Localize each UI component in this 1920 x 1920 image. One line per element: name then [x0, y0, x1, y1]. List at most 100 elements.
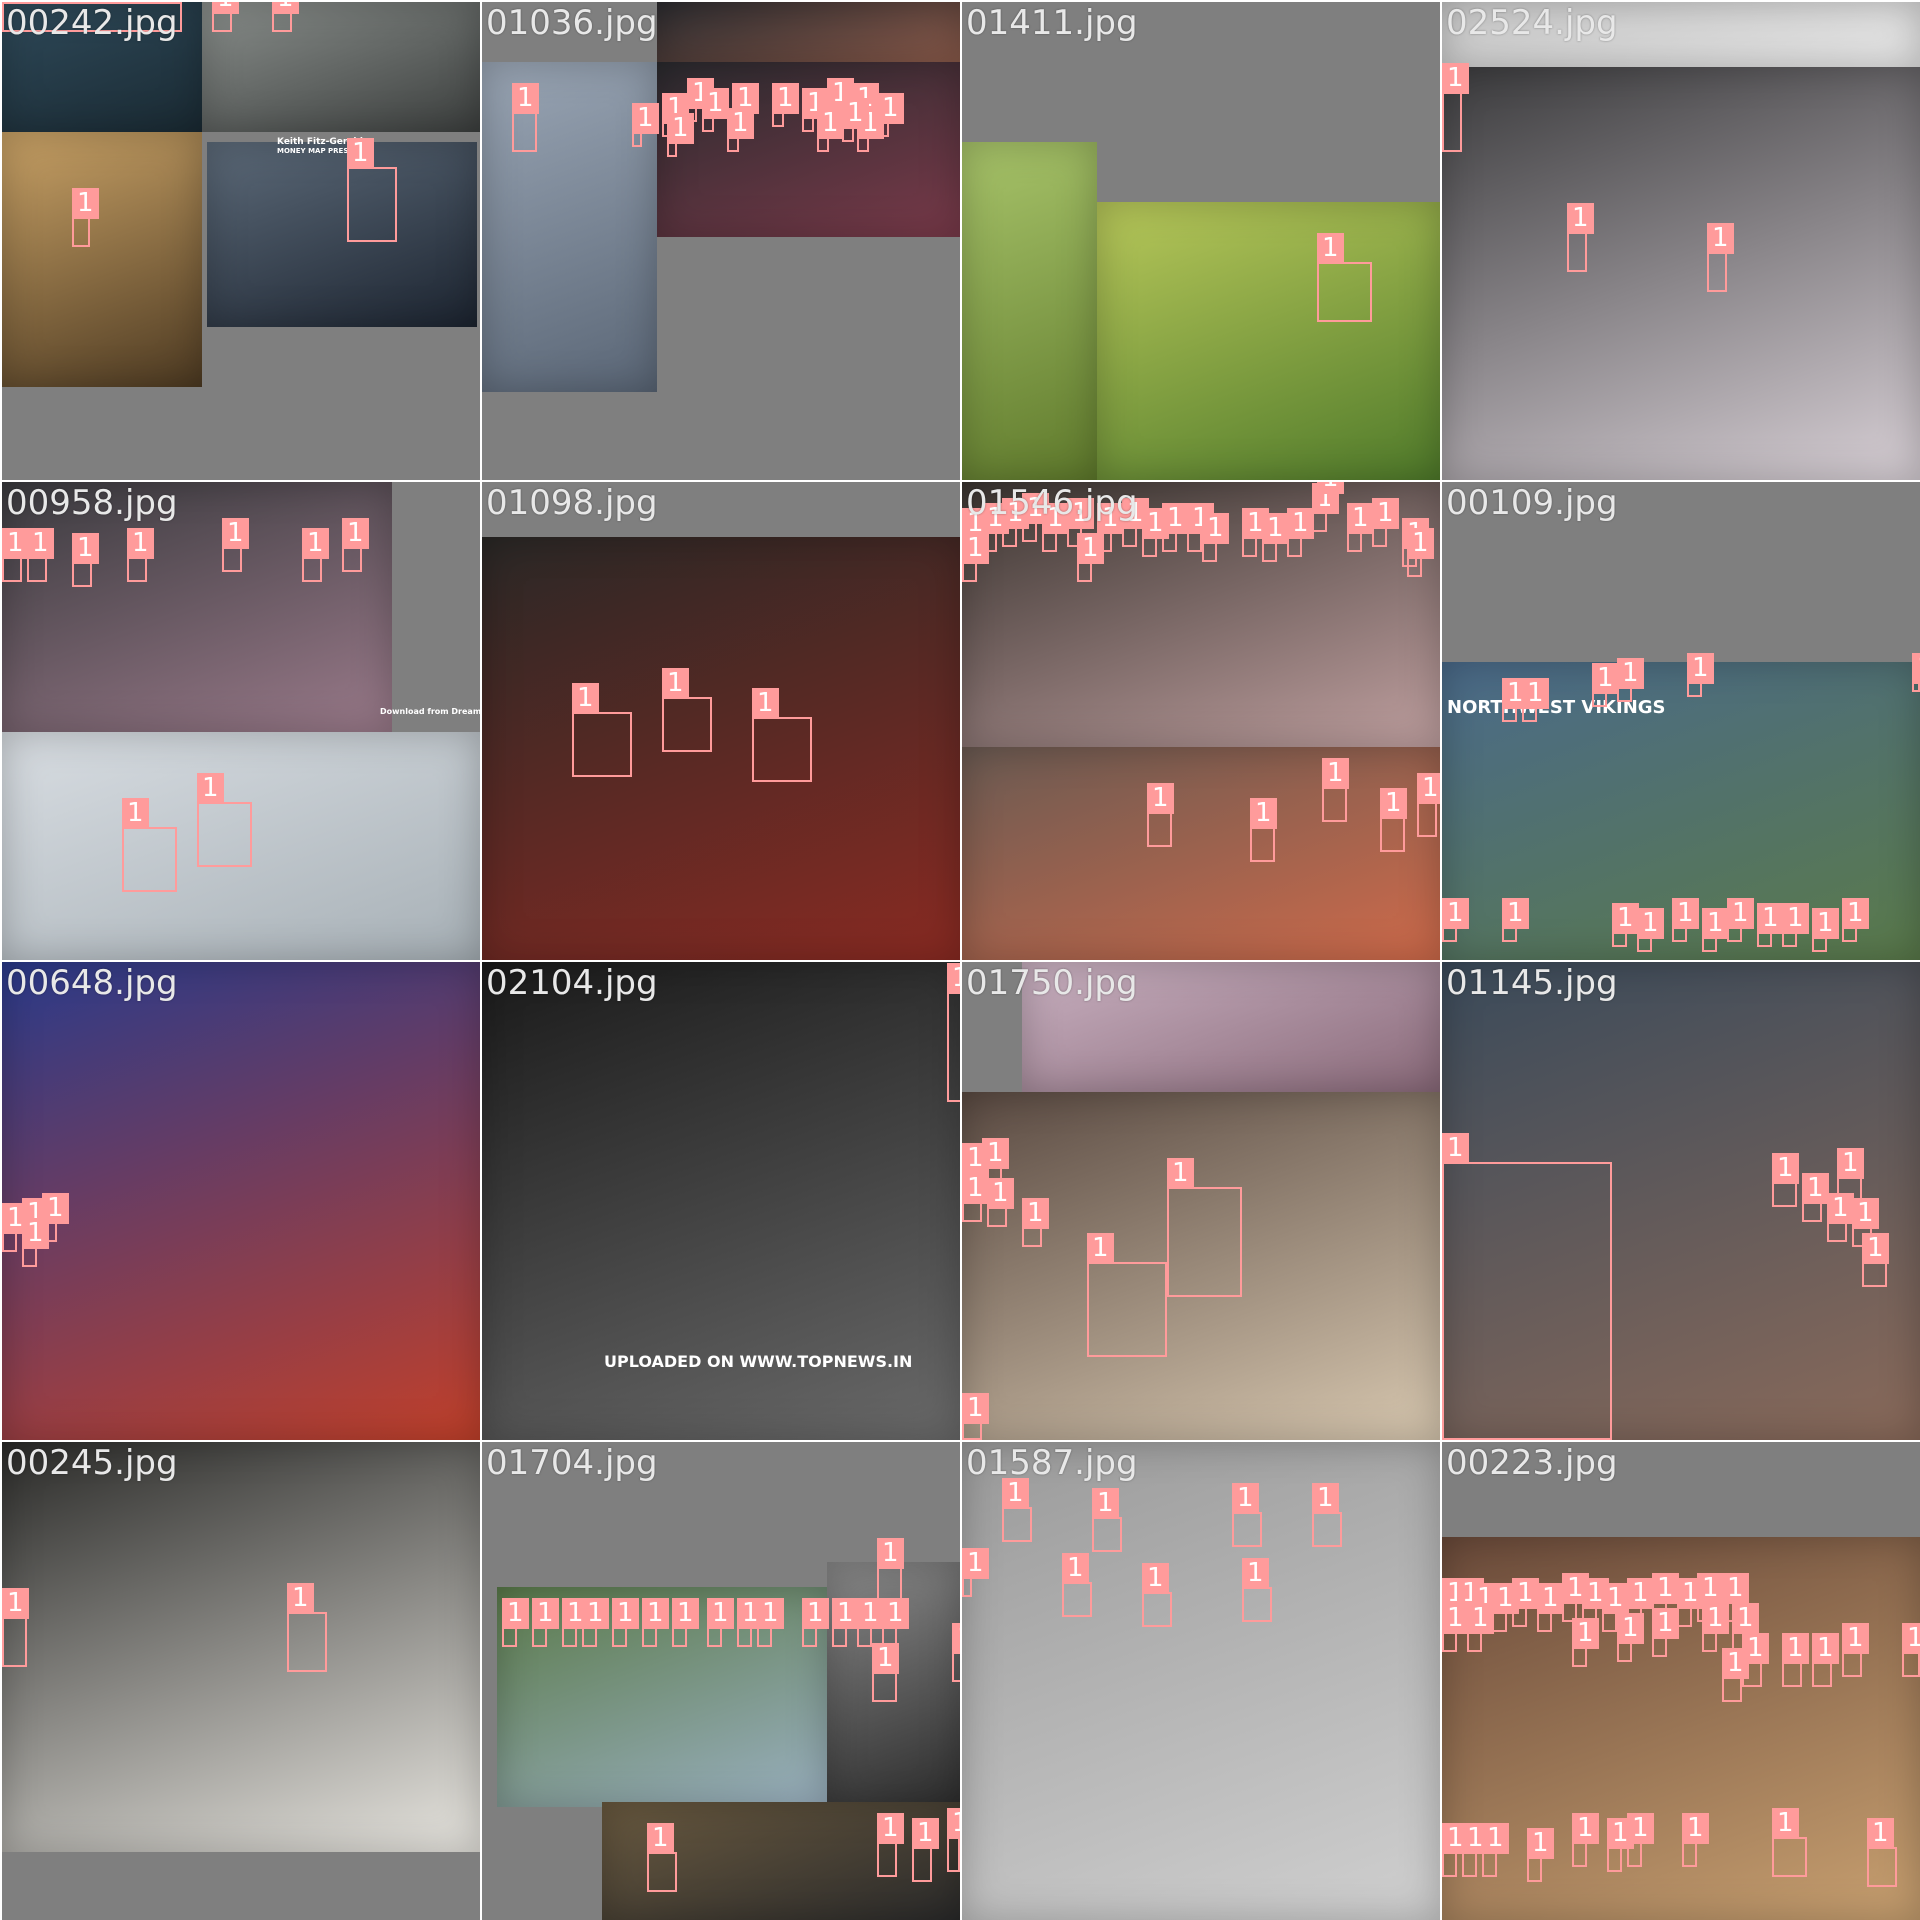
mosaic-tile: 1 01411.jpg	[962, 2, 1440, 480]
tile-filename: 01145.jpg	[1446, 963, 1618, 1003]
photo-region	[2, 962, 480, 1440]
tile-filename: 00109.jpg	[1446, 483, 1618, 523]
mosaic-tile: 1 1 1 1 1 1 1 1 01587.jpg	[962, 1442, 1440, 1920]
box-class-label: 1	[1380, 788, 1407, 819]
box-class-label: 1	[1527, 1828, 1554, 1859]
face-bounding-box: 1	[877, 93, 904, 137]
face-bounding-box: 1	[1782, 1633, 1809, 1687]
face-bounding-box: 1	[1442, 1823, 1469, 1877]
box-class-label: 1	[1572, 1618, 1599, 1649]
photo-overlay-text: Download from Dreamstime.com	[380, 707, 480, 716]
box-class-label: 1	[1842, 898, 1869, 929]
face-bounding-box: 1	[1467, 1603, 1494, 1652]
face-bounding-box: 1	[122, 798, 177, 892]
box-class-label: 1	[1287, 508, 1314, 539]
box-class-label: 1	[912, 1818, 939, 1849]
box-class-label: 1	[502, 1598, 529, 1629]
box-class-label: 1	[857, 1598, 884, 1629]
box-class-label: 1	[1087, 1233, 1114, 1264]
face-bounding-box: 1	[1727, 898, 1754, 942]
face-bounding-box: 1	[1512, 1578, 1539, 1627]
photo-overlay-text: UPLOADED ON WWW.TOPNEWS.IN	[604, 1352, 913, 1371]
face-bounding-box: 1	[667, 113, 694, 157]
box-class-label: 1	[802, 1598, 829, 1629]
box-class-label: 1	[1702, 1603, 1729, 1634]
tile-filename: 00245.jpg	[6, 1443, 178, 1483]
face-bounding-box: 1	[222, 518, 249, 572]
box-class-label: 1	[1482, 1823, 1509, 1854]
face-bounding-box: 1	[1042, 503, 1069, 552]
face-bounding-box: 1	[1002, 498, 1029, 547]
face-bounding-box: 1	[1842, 1623, 1869, 1677]
mosaic-tile: 111111111111111111111111111101546.jpg	[962, 482, 1440, 960]
box-class-label: 1	[1202, 513, 1229, 544]
box-class-label: 1	[672, 1598, 699, 1629]
face-bounding-box: 1	[572, 683, 632, 777]
face-bounding-box: 1	[772, 83, 799, 127]
box-class-label: 1	[342, 518, 369, 549]
box-class-label: 1	[72, 533, 99, 564]
mosaic-tile: 1 02104.jpg UPLOADED ON WWW.TOPNEWS.IN	[482, 962, 960, 1440]
face-bounding-box: 1	[1087, 1233, 1167, 1357]
box-class-label: 1	[842, 98, 869, 129]
face-bounding-box: 1	[1672, 898, 1699, 942]
face-bounding-box: 1	[962, 1393, 989, 1440]
face-bounding-box: 1	[1250, 798, 1277, 862]
box-class-label: 1	[757, 1598, 784, 1629]
face-bounding-box: 1	[512, 83, 539, 152]
face-bounding-box: 1	[1742, 1633, 1769, 1687]
tile-filename: 02524.jpg	[1446, 3, 1618, 43]
face-bounding-box: 1	[1442, 63, 1469, 152]
tile-filename: 01098.jpg	[486, 483, 658, 523]
box-class-label: 1	[212, 2, 239, 14]
face-bounding-box: 1	[1617, 658, 1644, 702]
face-bounding-box: 1	[632, 103, 659, 147]
tile-filename: 01750.jpg	[966, 963, 1138, 1003]
box-class-label: 1	[22, 1218, 49, 1249]
box-class-label: 1	[222, 518, 249, 549]
box-class-label: 1	[947, 963, 960, 994]
face-bounding-box: 1	[962, 1173, 989, 1222]
tile-filename: 00223.jpg	[1446, 1443, 1618, 1483]
box-class-label: 1	[1727, 898, 1754, 929]
face-bounding-box: 1	[1022, 1198, 1049, 1247]
box-class-label: 1	[877, 1538, 904, 1569]
box-class-label: 1	[272, 2, 299, 14]
box-class-label: 1	[832, 1598, 859, 1629]
box-class-label: 1	[27, 528, 54, 559]
box-class-label: 1	[1782, 903, 1809, 934]
photo-region	[962, 142, 1097, 480]
face-bounding-box: 1	[1372, 498, 1399, 547]
box-class-label: 1	[877, 1813, 904, 1844]
face-bounding-box: 1	[947, 1808, 960, 1872]
face-bounding-box: 1	[707, 1598, 734, 1647]
face-bounding-box: 1	[962, 1548, 989, 1597]
face-bounding-box: 1	[1842, 898, 1869, 942]
box-class-label: 1	[1652, 1608, 1679, 1639]
face-bounding-box: 1	[1097, 503, 1124, 552]
box-class-label: 1	[2, 2, 29, 4]
face-bounding-box: 1	[1862, 1233, 1889, 1287]
box-class-label: 1	[1092, 1488, 1119, 1519]
face-bounding-box: 1	[27, 528, 54, 582]
box-class-label: 1	[287, 1583, 314, 1614]
face-bounding-box: 1	[1617, 1613, 1644, 1662]
box-class-label: 1	[632, 103, 659, 134]
face-bounding-box: 1	[1242, 1558, 1272, 1622]
tile-filename: 01411.jpg	[966, 3, 1138, 43]
face-bounding-box: 1	[1627, 1813, 1654, 1867]
face-bounding-box: 1	[1702, 908, 1729, 952]
face-bounding-box: 1	[737, 1598, 764, 1647]
face-bounding-box: 1	[1572, 1618, 1599, 1667]
box-class-label: 1	[2, 528, 29, 559]
box-class-label: 1	[347, 138, 374, 169]
face-bounding-box: 1	[872, 1643, 899, 1702]
face-bounding-box: 1	[1502, 678, 1529, 722]
face-bounding-box: 1	[582, 1598, 609, 1647]
box-class-label: 1	[1317, 482, 1344, 494]
tile-filename: 00242.jpg	[6, 3, 178, 43]
face-bounding-box: 1	[2, 528, 29, 582]
photo-region	[2, 2, 202, 132]
box-class-label: 1	[532, 1598, 559, 1629]
